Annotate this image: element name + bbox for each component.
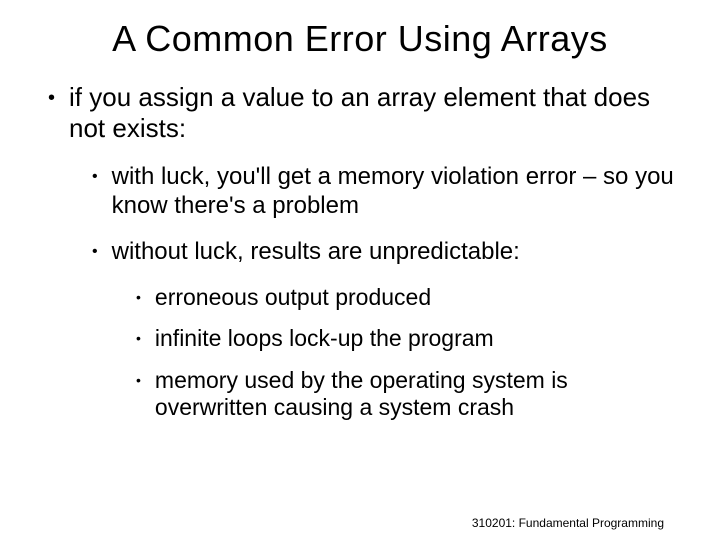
bullet-icon: • (136, 373, 141, 387)
slide-footer: 310201: Fundamental Programming (472, 516, 664, 530)
list-item: • memory used by the operating system is… (136, 367, 680, 421)
slide: A Common Error Using Arrays • if you ass… (0, 0, 720, 540)
list-item: • infinite loops lock-up the program (136, 325, 680, 352)
list-item: • erroneous output produced (136, 284, 680, 311)
bullet-text: memory used by the operating system is o… (155, 367, 680, 421)
bullet-icon: • (136, 290, 141, 304)
bullet-text: erroneous output produced (155, 284, 680, 311)
bullet-icon: • (136, 331, 141, 345)
bullet-text: without luck, results are unpredictable: (112, 238, 680, 266)
bullet-list: • if you assign a value to an array elem… (40, 82, 680, 421)
bullet-icon: • (92, 169, 98, 185)
bullet-text: infinite loops lock-up the program (155, 325, 680, 352)
list-item: • if you assign a value to an array elem… (48, 82, 680, 143)
bullet-text: with luck, you'll get a memory violation… (112, 163, 680, 220)
list-item: • with luck, you'll get a memory violati… (92, 163, 680, 220)
bullet-text: if you assign a value to an array elemen… (69, 82, 680, 143)
bullet-icon: • (48, 88, 55, 108)
list-item: • without luck, results are unpredictabl… (92, 238, 680, 266)
bullet-icon: • (92, 244, 98, 260)
slide-title: A Common Error Using Arrays (40, 18, 680, 60)
